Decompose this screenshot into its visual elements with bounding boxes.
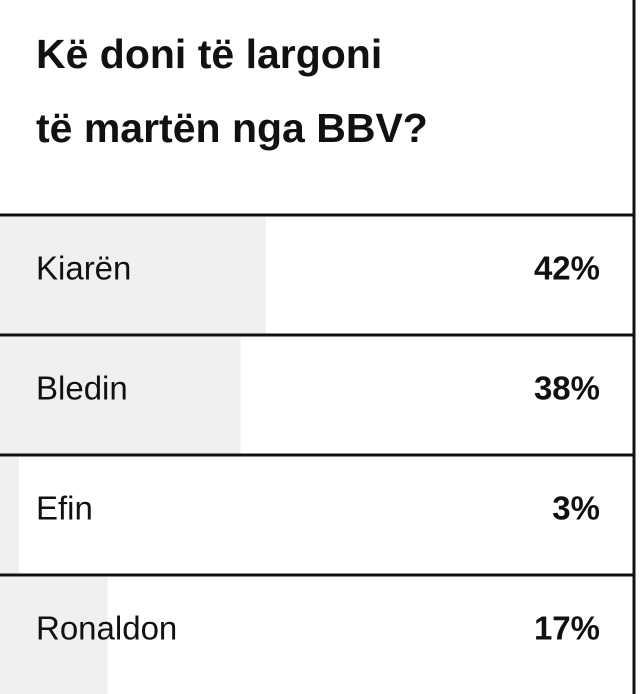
poll-option[interactable]: [0, 577, 108, 694]
option-label: Ronaldon: [36, 610, 177, 647]
poll-title-line-1: Kë doni të largoni: [36, 31, 382, 77]
option-label: Kiarën: [36, 250, 131, 287]
result-bar: [0, 577, 108, 694]
option-percent: 17%: [534, 610, 600, 647]
option-label: Efin: [36, 490, 93, 527]
poll-option[interactable]: [0, 337, 241, 454]
poll-title-line-2: të martën nga BBV?: [36, 105, 428, 151]
option-percent: 3%: [552, 490, 600, 527]
option-percent: 38%: [534, 370, 600, 407]
option-percent: 42%: [534, 250, 600, 287]
result-bar: [0, 457, 19, 574]
result-bar: [0, 337, 241, 454]
option-label: Bledin: [36, 370, 128, 407]
poll-option[interactable]: [0, 217, 266, 334]
poll-option[interactable]: [0, 457, 19, 574]
result-bar: [0, 217, 266, 334]
